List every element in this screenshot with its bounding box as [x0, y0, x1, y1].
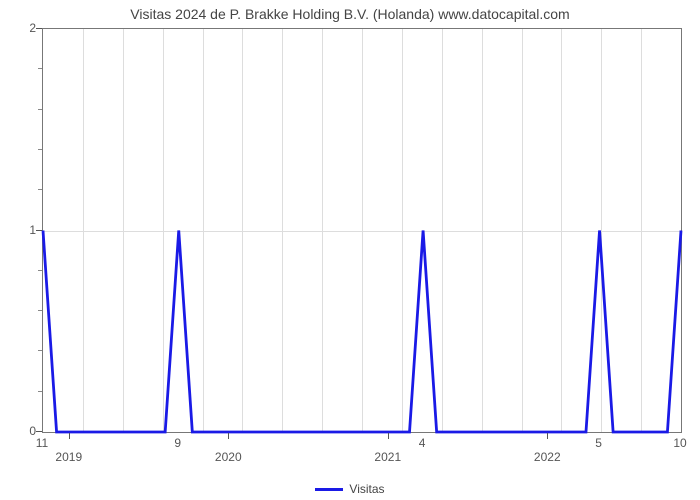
x-year-label: 2020	[215, 450, 242, 464]
line-chart: Visitas 2024 de P. Brakke Holding B.V. (…	[0, 0, 700, 500]
x-year-label: 2021	[374, 450, 401, 464]
plot-area	[42, 28, 682, 433]
x-tick-label: 10	[673, 436, 686, 450]
legend-label: Visitas	[349, 482, 384, 496]
chart-title: Visitas 2024 de P. Brakke Holding B.V. (…	[0, 6, 700, 22]
data-line	[43, 29, 681, 432]
x-tick-label: 9	[174, 436, 181, 450]
legend-swatch	[315, 488, 343, 491]
y-tick-label: 2	[6, 21, 36, 35]
x-tick-label: 11	[36, 436, 48, 450]
x-year-label: 2022	[534, 450, 561, 464]
x-tick-label: 4	[419, 436, 426, 450]
x-year-label: 2019	[55, 450, 82, 464]
legend: Visitas	[0, 482, 700, 496]
x-tick-label: 5	[595, 436, 602, 450]
y-tick-label: 0	[6, 424, 36, 438]
y-tick-label: 1	[6, 223, 36, 237]
